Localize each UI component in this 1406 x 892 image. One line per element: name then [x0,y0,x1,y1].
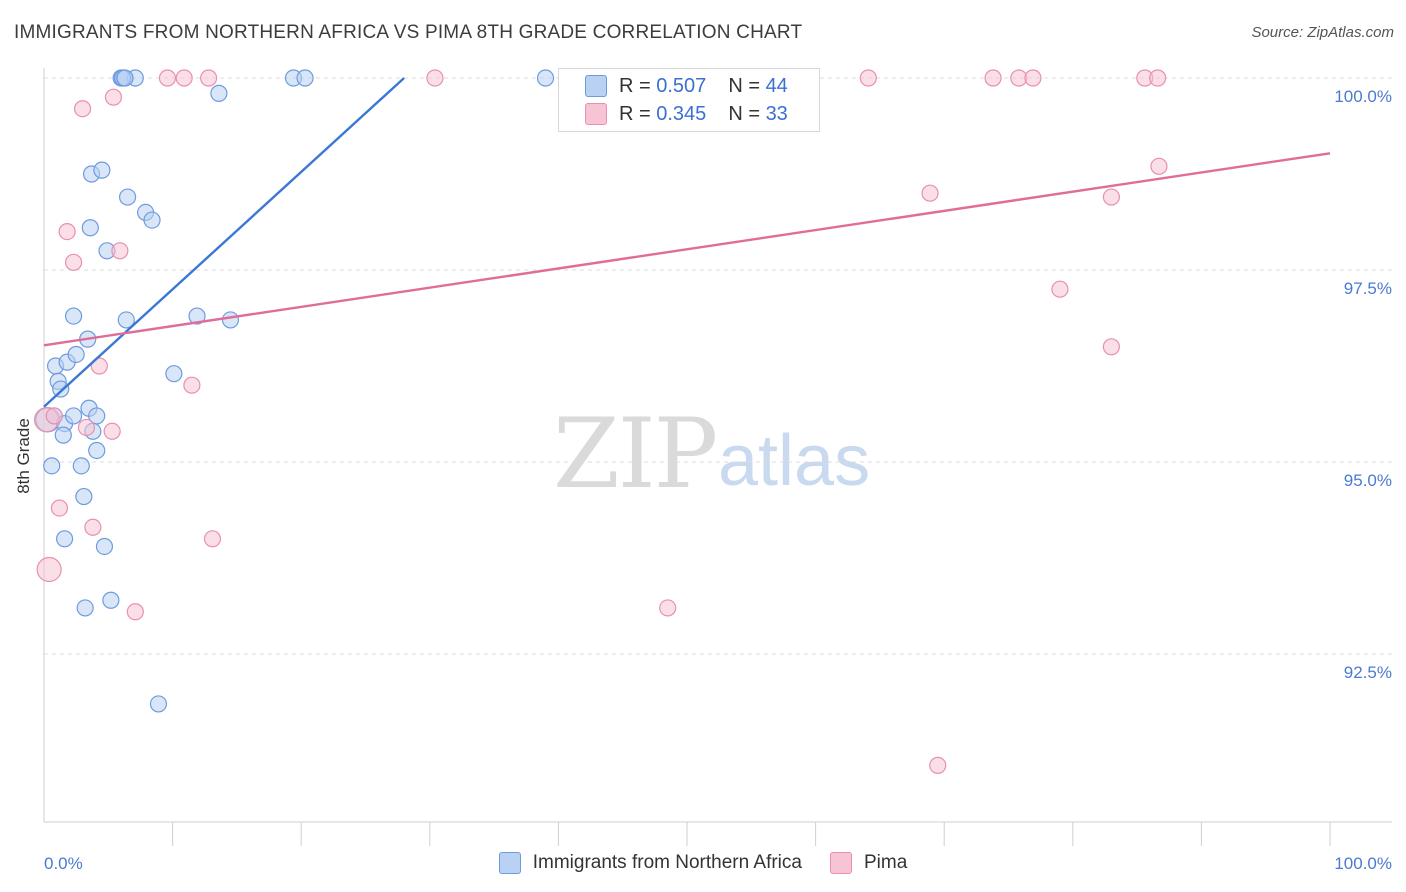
legend-n-label: N = [728,74,766,97]
chart-title: IMMIGRANTS FROM NORTHERN AFRICA VS PIMA … [14,22,803,43]
point-pima [77,418,96,437]
point-northern-africa [143,211,161,229]
point-northern-africa [43,457,61,475]
point-northern-africa [93,161,111,179]
point-northern-africa [72,457,90,475]
y-tick-label: 97.5% [1344,279,1392,298]
point-pima [659,599,677,617]
point-pima [111,242,129,260]
point-pima [426,69,444,87]
point-pima [158,69,177,87]
point-northern-africa [188,307,206,325]
point-northern-africa [54,426,72,444]
point-northern-africa [118,188,137,206]
point-pima [1102,188,1120,206]
point-northern-africa [296,69,314,87]
legend-r-value: 0.507 [656,74,707,97]
legend-r-label: R = [619,102,657,125]
point-pima [90,357,108,375]
legend-n-value: 44 [765,74,788,97]
point-pima [984,69,1002,87]
point-pima [104,88,123,106]
legend-n-value: 33 [765,102,788,125]
point-pima [103,422,121,440]
point-pima [1149,69,1167,87]
legend-row-pima: R = 0.345 N = 33 [585,101,788,127]
point-northern-africa [64,307,83,325]
point-pima [1024,69,1042,87]
trendline-northern-africa [43,77,405,408]
legend-n-label: N = [728,102,766,125]
point-northern-africa [102,591,120,609]
point-northern-africa [536,69,555,87]
bottom-legend-swatch-blue [498,852,521,874]
x-tick-label: 0.0% [44,854,83,873]
point-northern-africa [149,695,168,713]
watermark-atlas: atlas [718,421,871,501]
point-pima [175,69,193,87]
point-northern-africa [67,345,85,364]
point-pima [859,69,877,87]
y-tick-label: 95.0% [1344,471,1392,490]
trendline-pima [43,152,1331,347]
point-northern-africa [55,530,74,548]
point-pima [126,603,144,621]
point-pima [183,376,201,394]
point-pima [58,223,76,241]
bottom-legend-label: Pima [863,852,908,873]
x-tick-label: 100.0% [1334,854,1392,873]
point-pima [200,69,218,87]
point-northern-africa [81,219,99,237]
y-tick-label: 92.5% [1344,663,1392,682]
point-northern-africa [95,537,114,556]
point-pima [1150,157,1168,175]
legend: R = 0.507 N = 44 R = 0.345 N = 33 [558,68,820,132]
point-northern-africa [165,365,183,383]
legend-r-label: R = [619,74,657,97]
point-northern-africa [64,407,83,425]
point-pima [50,499,69,517]
point-northern-africa [221,311,240,329]
legend-r-value: 0.345 [656,102,707,125]
point-northern-africa [117,311,135,329]
point-northern-africa [76,599,94,617]
legend-swatch-blue [585,75,607,97]
y-tick-label: 100.0% [1334,87,1392,106]
point-pima [1102,338,1120,356]
watermark-zip: ZIP [553,398,718,510]
point-pima [929,756,947,774]
point-pima [203,530,222,548]
point-northern-africa [210,84,228,102]
bottom-legend-label: Immigrants from Northern Africa [532,852,802,873]
point-northern-africa [116,69,134,87]
point-pima [921,184,939,202]
bottom-legend-swatch-pink [829,852,852,874]
bottom-legend: Immigrants from Northern Africa Pima [0,852,1406,874]
point-pima [73,100,92,118]
bottom-legend-item-northern-africa: Immigrants from Northern Africa [498,852,802,874]
point-northern-africa [75,487,93,506]
point-northern-africa [52,380,70,398]
bottom-legend-item-pima: Pima [829,852,908,874]
legend-swatch-pink [585,103,607,125]
point-pima [45,407,63,425]
point-pima [64,253,83,271]
source-label: Source: ZipAtlas.com [1251,24,1394,41]
legend-row-northern-africa: R = 0.507 N = 44 [585,73,788,99]
point-pima [36,556,62,583]
point-pima [1051,280,1069,298]
point-pima [84,518,102,536]
point-northern-africa [88,441,106,460]
